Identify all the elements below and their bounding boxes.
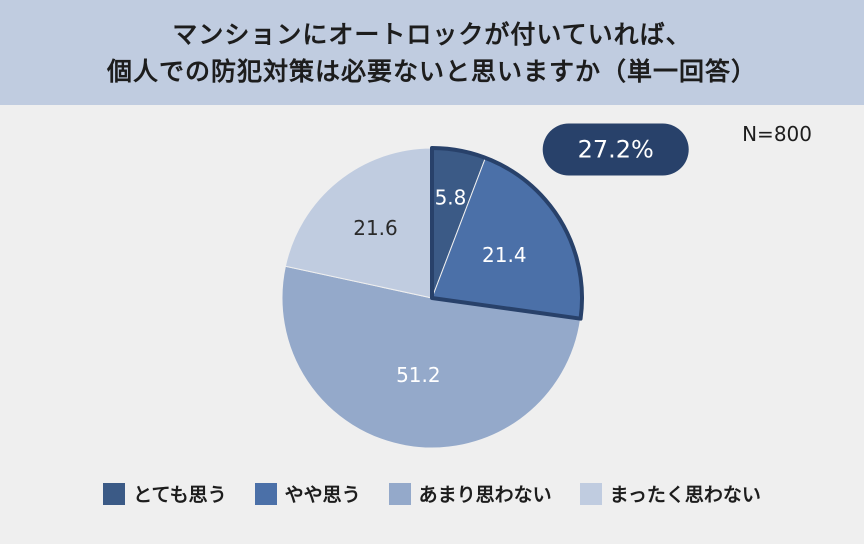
sample-size-label: N=800 [742,122,812,146]
legend-label-3: まったく思わない [609,484,761,506]
highlight-total-pill [542,123,689,176]
pie-slice-2 [281,265,582,449]
value-label-0: 5.8 [435,186,467,210]
highlight-outline [430,146,584,321]
legend-swatch-0 [103,482,126,505]
highlight-total-label: 27.2% [578,136,654,164]
legend-label-0: とても思う [133,484,227,506]
pie-slice-3 [284,147,433,299]
value-label-3: 21.6 [353,216,398,240]
chart-header: マンションにオートロックが付いていれば、 個人での防犯対策は必要ないと思いますか… [0,0,864,105]
legend-label-1: やや思う [284,484,361,506]
pie-chart: 5.8 21.4 51.2 21.6 27.2% [281,123,689,449]
legend-item-3: まったく思わない [579,480,761,507]
legend-swatch-3 [579,482,602,505]
legend-swatch-1 [254,482,277,505]
legend-item-2: あまり思わない [388,480,552,507]
chart-title-line-2: 個人での防犯対策は必要ないと思いますか（単一回答） [106,56,757,86]
value-label-1: 21.4 [482,243,527,267]
legend-swatch-2 [388,482,411,505]
value-label-2: 51.2 [396,363,441,387]
chart-title-line-1: マンションにオートロックが付いていれば、 [172,19,692,49]
legend-item-0: とても思う [103,480,227,507]
legend-label-2: あまり思わない [418,484,552,506]
legend-item-1: やや思う [254,480,361,507]
chart-legend: とても思う やや思う あまり思わない まったく思わない [0,480,864,507]
